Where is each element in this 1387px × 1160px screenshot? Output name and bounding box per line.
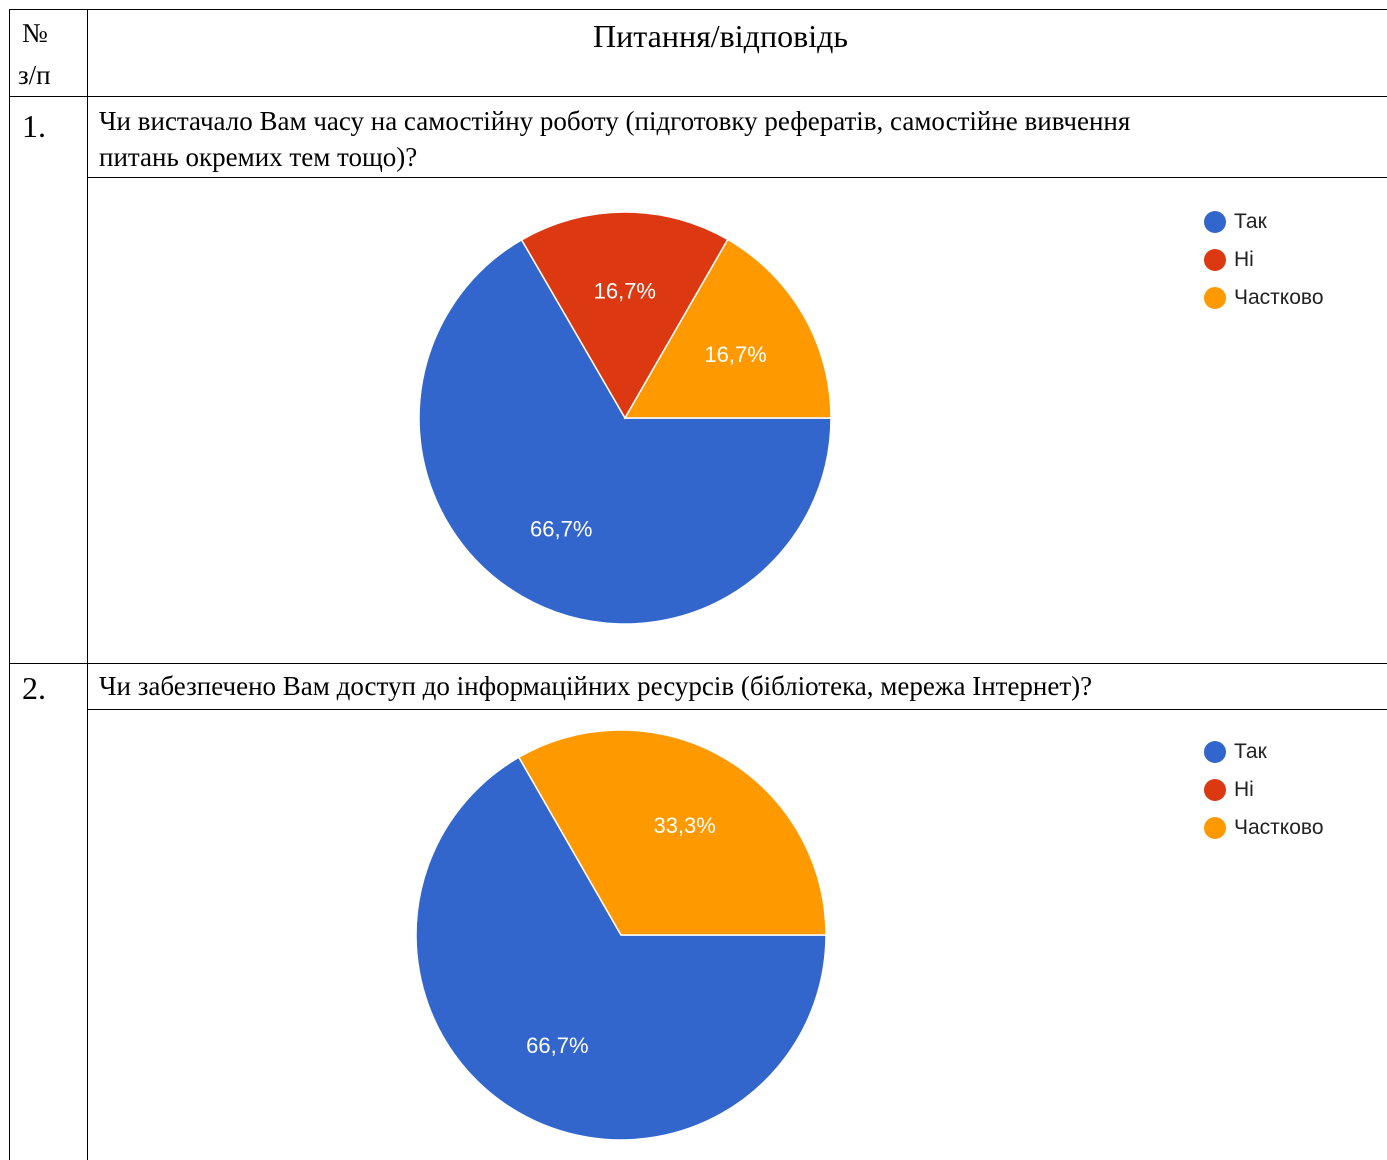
chart2-slice-tak	[415, 756, 827, 1141]
legend-item-chastkovo: Частково	[1204, 279, 1324, 317]
table-border-top	[9, 9, 1387, 10]
row1-row2-divider	[9, 663, 1387, 664]
row2-question-divider	[87, 709, 1387, 710]
row2-question-line1: Чи забезпечено Вам доступ до інформаційн…	[99, 671, 1093, 701]
chart2-legend: Так Ні Частково	[1204, 733, 1324, 847]
legend-item-tak: Так	[1204, 203, 1324, 241]
table-border-left	[9, 9, 10, 1160]
legend-swatch-tak	[1204, 211, 1226, 233]
legend-label-ni: Ні	[1234, 248, 1254, 271]
chart1-slice-chastkovo	[623, 238, 832, 419]
legend-label-ni: Ні	[1234, 778, 1254, 801]
chart1-label-tak: 66,7%	[530, 517, 592, 542]
legend-label-chastkovo: Частково	[1234, 286, 1324, 309]
legend-swatch-chastkovo	[1204, 287, 1226, 309]
row1-question-line2: питань окремих тем тощо)?	[99, 142, 418, 172]
legend-swatch-chastkovo	[1204, 817, 1226, 839]
row2-number: 2.	[22, 670, 46, 706]
legend-item-ni: Ні	[1204, 241, 1324, 279]
legend-label-chastkovo: Частково	[1234, 816, 1324, 839]
chart1-label-ni: 16,7%	[594, 278, 656, 303]
row1-question-line1: Чи вистачало Вам часу на самостійну робо…	[99, 106, 1131, 136]
chart2-label-tak: 66,7%	[526, 1033, 588, 1058]
legend-swatch-ni	[1204, 779, 1226, 801]
legend-swatch-ni	[1204, 249, 1226, 271]
chart1-slice-ni	[520, 211, 729, 420]
legend-swatch-tak	[1204, 741, 1226, 763]
chart1-legend: Так Ні Частково	[1204, 203, 1324, 317]
row1-number: 1.	[22, 108, 46, 144]
chart2-label-chastkovo: 33,3%	[653, 813, 715, 838]
header-row-divider	[9, 96, 1387, 97]
header-number-symbol: №	[22, 18, 48, 48]
legend-item-ni: Ні	[1204, 771, 1324, 809]
row1-question-divider	[87, 177, 1387, 178]
header-number-abbrev: з/п	[18, 60, 51, 90]
table-column-divider	[87, 9, 88, 1160]
legend-item-tak: Так	[1204, 733, 1324, 771]
chart2-slice-chastkovo	[517, 729, 827, 936]
legend-label-tak: Так	[1234, 740, 1267, 763]
chart1-label-chastkovo: 16,7%	[704, 342, 766, 367]
header-question-answer: Питання/відповідь	[593, 18, 848, 54]
chart1-slice-tak	[418, 238, 832, 625]
legend-label-tak: Так	[1234, 210, 1267, 233]
legend-item-chastkovo: Частково	[1204, 809, 1324, 847]
